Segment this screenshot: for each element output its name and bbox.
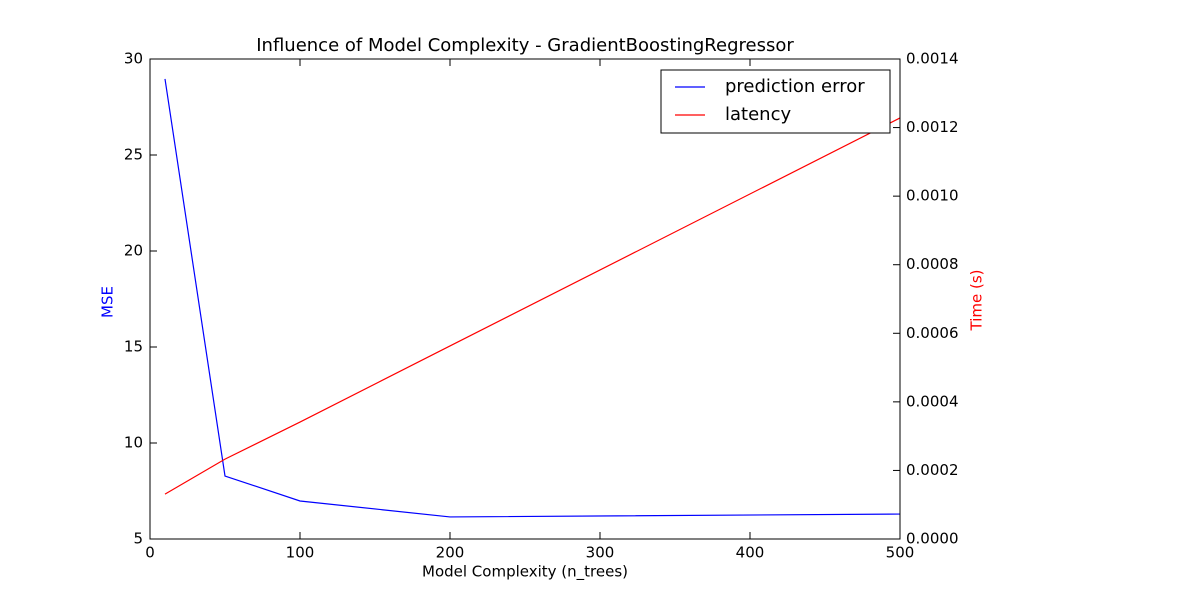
y-tick-label: 30 [124, 50, 143, 68]
y2-tick-label: 0.0002 [906, 461, 959, 479]
plot-frame [149, 58, 901, 540]
chart-title: Influence of Model Complexity - Gradient… [256, 35, 794, 56]
x-tick-label: 300 [586, 544, 615, 562]
y-tick-label: 5 [133, 530, 143, 548]
y-tick-label: 25 [124, 146, 143, 164]
y2-tick-label: 0.0000 [906, 530, 959, 548]
y2-tick-label: 0.0006 [906, 324, 959, 342]
y2-tick-label: 0.0010 [906, 187, 959, 205]
y-tick-label: 20 [124, 242, 143, 260]
y-tick-label: 10 [124, 434, 143, 452]
y2-tick-label: 0.0012 [906, 118, 959, 136]
y2-tick-label: 0.0014 [906, 50, 959, 68]
y2-tick-label: 0.0004 [906, 392, 959, 410]
legend-label: prediction error [725, 76, 865, 97]
legend [660, 69, 891, 134]
x-tick-label: 400 [736, 544, 765, 562]
x-axis-label: Model Complexity (n_trees) [422, 563, 628, 582]
series-line [164, 78, 901, 518]
x-tick-label: 0 [145, 544, 155, 562]
y2-axis-label: Time (s) [968, 270, 986, 332]
series-line [164, 117, 901, 495]
x-tick-label: 200 [436, 544, 465, 562]
y-axis-label: MSE [99, 286, 117, 318]
y-tick-label: 15 [124, 338, 143, 356]
legend-label: latency [725, 104, 791, 125]
y2-tick-label: 0.0008 [906, 255, 959, 273]
x-tick-label: 500 [886, 544, 915, 562]
x-tick-label: 100 [286, 544, 315, 562]
